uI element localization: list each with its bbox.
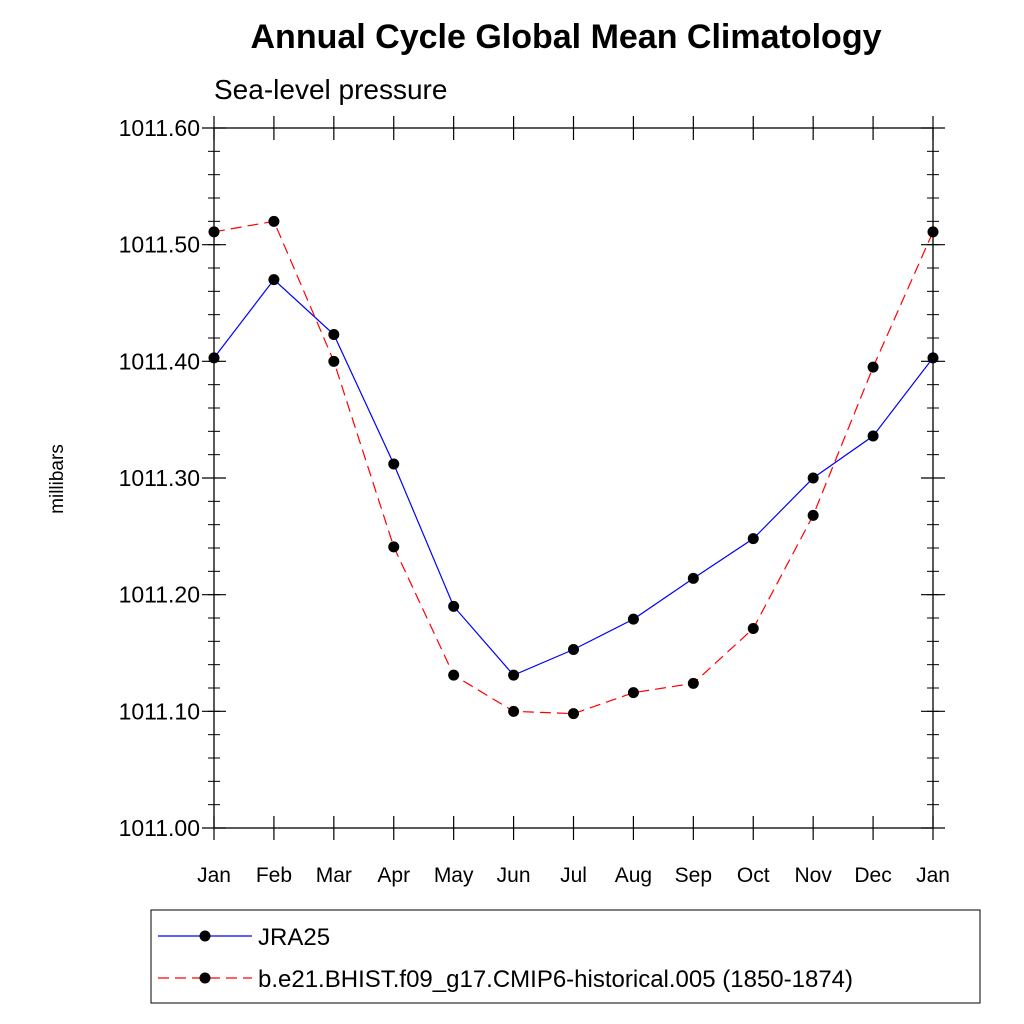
x-tick-label: Dec bbox=[854, 864, 891, 887]
y-tick-label: 1011.00 bbox=[119, 815, 200, 841]
data-point-jra25 bbox=[867, 430, 879, 442]
x-tick-label: Apr bbox=[377, 864, 410, 887]
y-tick-label: 1011.60 bbox=[119, 115, 200, 141]
series-line-jra25 bbox=[213, 278, 934, 676]
data-point-model bbox=[448, 669, 460, 681]
legend: JRA25 b.e21.BHIST.f09_g17.CMIP6-historica… bbox=[158, 924, 853, 993]
series-line-model bbox=[213, 220, 934, 715]
data-point-jra25 bbox=[508, 669, 520, 681]
data-point-model bbox=[747, 623, 759, 634]
x-tick-label: Jan bbox=[916, 864, 950, 887]
y-tick-label: 1011.20 bbox=[119, 582, 200, 608]
data-point-model bbox=[208, 226, 220, 238]
y-tick-label: 1011.10 bbox=[119, 698, 200, 724]
x-tick-label: Nov bbox=[794, 864, 832, 887]
data-point-jra25 bbox=[388, 458, 400, 470]
y-tick-label: 1011.30 bbox=[119, 465, 200, 491]
data-point-jra25 bbox=[208, 352, 220, 364]
x-tick-label: Mar bbox=[316, 864, 352, 887]
data-point-model bbox=[328, 355, 340, 367]
x-tick-label: Sep bbox=[675, 864, 712, 887]
data-point-model bbox=[508, 705, 520, 717]
series-layer bbox=[208, 215, 939, 720]
chart-title: Annual Cycle Global Mean Climatology bbox=[251, 18, 882, 56]
y-axis-label: millibars bbox=[47, 444, 68, 514]
y-tick-label: 1011.40 bbox=[119, 348, 200, 374]
data-point-jra25 bbox=[747, 533, 759, 545]
data-point-model bbox=[627, 687, 639, 699]
data-point-jra25 bbox=[627, 613, 639, 625]
chart-subtitle: Sea-level pressure bbox=[214, 74, 447, 105]
data-point-model bbox=[388, 541, 400, 553]
data-point-jra25 bbox=[687, 572, 699, 584]
x-tick-label: Feb bbox=[256, 864, 292, 887]
legend-box bbox=[150, 909, 981, 1004]
x-tick-label: Jun bbox=[497, 864, 531, 887]
data-point-model bbox=[687, 677, 699, 689]
data-point-model bbox=[268, 215, 280, 227]
x-tick-label: May bbox=[434, 864, 474, 887]
legend-label: JRA25 bbox=[258, 924, 330, 951]
data-point-jra25 bbox=[807, 472, 819, 484]
data-point-jra25 bbox=[568, 644, 579, 655]
legend-label: b.e21.BHIST.f09_g17.CMIP6-historical.005… bbox=[258, 966, 853, 993]
data-point-model bbox=[807, 509, 819, 521]
data-point-model bbox=[927, 226, 939, 238]
plot-frame bbox=[213, 127, 934, 829]
axes: 1011.00 1011.10 1011.20 1011.30 1011.40 1011.… bbox=[119, 115, 950, 887]
x-tick-label: Jul bbox=[560, 864, 587, 887]
data-point-jra25 bbox=[448, 600, 460, 612]
data-point-model bbox=[568, 708, 579, 720]
data-point-model bbox=[867, 361, 879, 373]
x-tick-label: Jan bbox=[197, 864, 231, 887]
y-tick-label: 1011.50 bbox=[119, 232, 200, 258]
x-tick-label: Oct bbox=[737, 864, 770, 887]
data-point-jra25 bbox=[328, 329, 340, 340]
legend-marker bbox=[199, 930, 211, 942]
data-point-jra25 bbox=[268, 274, 280, 286]
x-tick-label: Aug bbox=[615, 864, 652, 887]
data-point-jra25 bbox=[927, 352, 939, 364]
legend-marker bbox=[199, 972, 211, 984]
